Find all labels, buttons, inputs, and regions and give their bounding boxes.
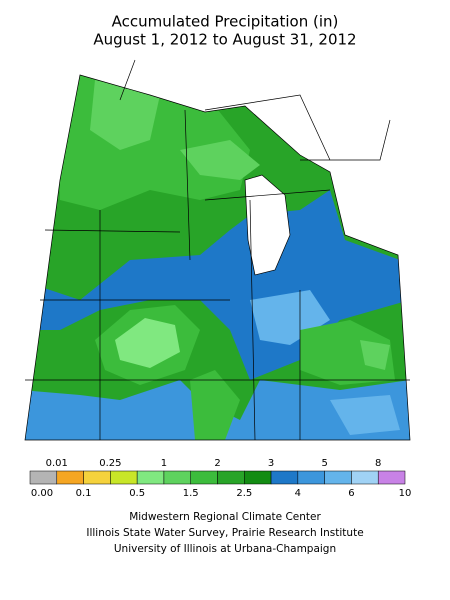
credit: University of Illinois at Urbana-Champai… xyxy=(114,543,336,555)
legend-label: 2.5 xyxy=(236,488,252,499)
legend-label: 0.5 xyxy=(129,488,145,499)
legend-label: 2 xyxy=(214,458,220,469)
legend-label: 0.01 xyxy=(46,458,68,469)
legend-swatch xyxy=(29,470,58,485)
legend-swatch xyxy=(83,470,111,485)
legend-swatch xyxy=(244,470,272,485)
legend-label: 10 xyxy=(399,488,412,499)
legend-swatch xyxy=(297,470,325,485)
legend-swatch xyxy=(324,470,352,485)
credit: Midwestern Regional Climate Center xyxy=(129,511,321,523)
legend-swatch xyxy=(163,470,191,485)
legend-label: 8 xyxy=(375,458,381,469)
map xyxy=(24,59,411,441)
legend-label: 6 xyxy=(348,488,354,499)
legend-swatch xyxy=(270,470,299,485)
title: Accumulated Precipitation (in) xyxy=(112,13,339,31)
legend-label: 0.25 xyxy=(99,458,121,469)
legend-swatch xyxy=(351,470,379,485)
legend-swatch xyxy=(377,470,406,485)
legend-swatch xyxy=(56,470,84,485)
legend-swatch xyxy=(217,470,245,485)
legend-label: 4 xyxy=(295,488,301,499)
legend-label: 1 xyxy=(161,458,167,469)
legend-swatch xyxy=(190,470,218,485)
credit: Illinois State Water Survey, Prairie Res… xyxy=(86,527,363,539)
legend-swatch xyxy=(136,470,165,485)
legend-label: 1.5 xyxy=(183,488,199,499)
legend-label: 5 xyxy=(321,458,327,469)
legend-label: 0.00 xyxy=(31,488,53,499)
legend-label: 0.1 xyxy=(76,488,92,499)
legend-label: 3 xyxy=(268,458,274,469)
legend: 0.00 0.01 0.1 0.25 0.5 1 1.5 2 2.5 3 4 5 6 8 10 xyxy=(29,458,412,499)
legend-swatch xyxy=(110,470,138,485)
subtitle: August 1, 2012 to August 31, 2012 xyxy=(93,31,356,49)
